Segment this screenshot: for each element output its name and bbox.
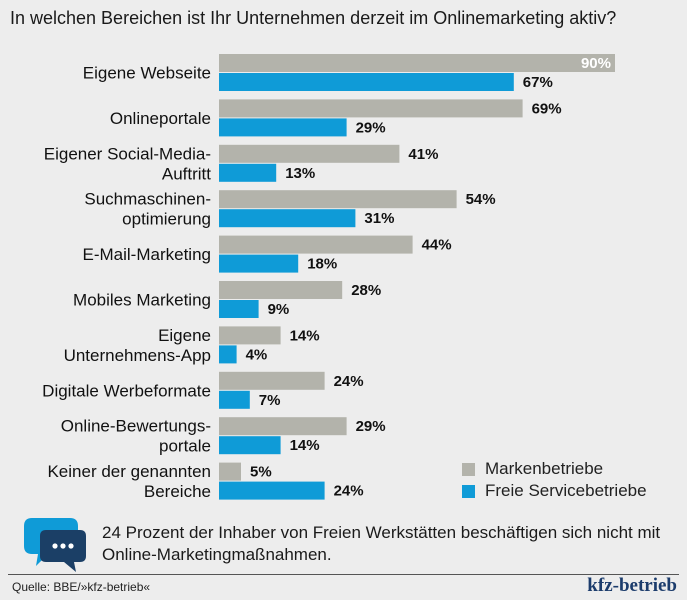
- legend-item-freie-servicebetriebe: Freie Servicebetriebe: [462, 480, 647, 502]
- bar-freie-servicebetriebe: [219, 436, 281, 455]
- value-label: 14%: [290, 437, 320, 454]
- bar-markenbetriebe: [219, 371, 325, 390]
- value-label: 69%: [532, 100, 562, 117]
- bar-freie-servicebetriebe: [219, 254, 299, 273]
- chart-title: In welchen Bereichen ist Ihr Unternehmen…: [10, 8, 617, 28]
- category-label: E-Mail-Marketing: [83, 245, 211, 264]
- value-label: 41%: [408, 146, 438, 163]
- value-label: 24%: [334, 373, 364, 390]
- category-label: Onlineportale: [110, 109, 211, 128]
- bar-markenbetriebe: [219, 326, 281, 345]
- value-label: 24%: [334, 483, 364, 500]
- footer-divider: [8, 574, 679, 575]
- value-label: 18%: [307, 256, 337, 273]
- bar-markenbetriebe: [219, 235, 413, 254]
- legend-swatch: [462, 462, 475, 476]
- bar-freie-servicebetriebe: [219, 209, 356, 228]
- value-label: 29%: [356, 119, 386, 136]
- value-label: 4%: [246, 346, 268, 363]
- value-label: 9%: [268, 301, 290, 318]
- value-label: 5%: [250, 464, 272, 481]
- bar-markenbetriebe: [219, 462, 241, 481]
- value-label: 90%: [581, 55, 611, 72]
- source-text: Quelle: BBE/»kfz-betrieb«: [12, 580, 151, 594]
- value-label: 7%: [259, 392, 281, 409]
- bar-freie-servicebetriebe: [219, 300, 259, 318]
- value-label: 44%: [422, 237, 452, 254]
- bar-freie-servicebetriebe: [219, 118, 347, 137]
- bar-markenbetriebe: [219, 54, 615, 72]
- category-label: Eigener Social-Media-Auftritt: [44, 144, 212, 183]
- note-text: 24 Prozent der Inhaber von Freien Werkst…: [102, 523, 661, 564]
- category-label: Mobiles Marketing: [73, 291, 211, 310]
- bar-markenbetriebe: [219, 99, 523, 118]
- legend: Markenbetriebe Freie Servicebetriebe: [462, 458, 647, 502]
- bar-freie-servicebetriebe: [219, 163, 277, 182]
- category-label: Digitale Werbeformate: [42, 381, 211, 400]
- bar-freie-servicebetriebe: [219, 390, 250, 409]
- bar-markenbetriebe: [219, 144, 400, 163]
- bar-markenbetriebe: [219, 281, 343, 299]
- value-label: 31%: [364, 210, 394, 227]
- category-label: Eigene Unternehmens-App: [64, 326, 211, 365]
- category-label: Eigene Webseite: [83, 64, 211, 83]
- legend-label: Freie Servicebetriebe: [485, 481, 647, 500]
- value-label: 29%: [356, 418, 386, 435]
- speech-bubble-icon: [24, 518, 86, 572]
- legend-swatch: [462, 484, 475, 498]
- value-label: 54%: [466, 191, 496, 208]
- value-label: 67%: [523, 74, 553, 91]
- category-label: Online-Bewertungs-portale: [61, 417, 211, 456]
- category-label: Suchmaschinen-optimierung: [84, 190, 211, 229]
- value-label: 28%: [351, 282, 381, 299]
- bar-freie-servicebetriebe: [219, 73, 514, 91]
- bar-markenbetriebe: [219, 190, 457, 209]
- bar-freie-servicebetriebe: [219, 345, 237, 364]
- legend-label: Markenbetriebe: [485, 459, 604, 478]
- bar-chart: Eigene Webseite 90% 67% Onlineportale 69% 29%…: [42, 54, 615, 501]
- bar-freie-servicebetriebe: [219, 481, 325, 500]
- brand-logo: kfz-betrieb: [587, 575, 677, 596]
- legend-item-markenbetriebe: Markenbetriebe: [462, 458, 647, 480]
- bar-markenbetriebe: [219, 417, 347, 436]
- value-label: 14%: [290, 327, 320, 344]
- value-label: 13%: [285, 165, 315, 182]
- category-label: Keiner der genannten Bereiche: [47, 462, 211, 501]
